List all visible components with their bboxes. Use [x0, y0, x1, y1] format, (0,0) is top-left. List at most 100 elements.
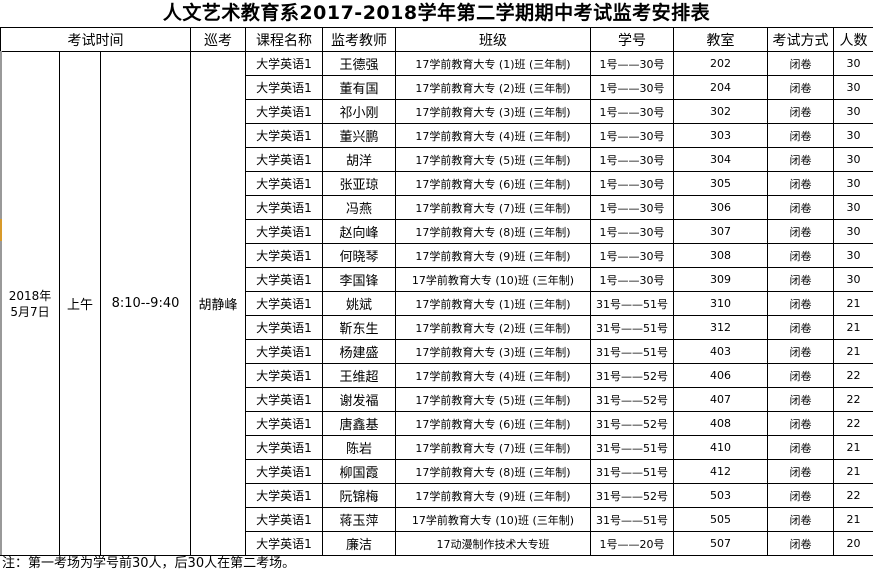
proctor-cell: 陈岩	[322, 435, 396, 460]
table-row: 大学英语1 柳国霞 17学前教育大专 (8)班 (三年制) 31号——51号 412 闭卷…	[1, 459, 873, 484]
header-student-no: 学号	[590, 27, 674, 52]
exam-mode-cell: 闭卷	[767, 411, 834, 436]
student-no-cell: 31号——51号	[590, 315, 674, 340]
count-cell: 30	[833, 243, 873, 268]
course-cell: 大学英语1	[245, 51, 323, 76]
table-row: 大学英语1 靳东生 17学前教育大专 (2)班 (三年制) 31号——51号 312 闭卷…	[1, 315, 873, 340]
class-cell: 17学前教育大专 (9)班 (三年制)	[395, 243, 591, 268]
count-cell: 30	[833, 267, 873, 292]
header-count: 人数	[833, 27, 873, 52]
room-cell: 505	[673, 507, 768, 532]
exam-mode-cell: 闭卷	[767, 435, 834, 460]
footnote: 注：第一考场为学号前30人，后30人在第二考场。	[2, 556, 296, 571]
count-cell: 22	[833, 483, 873, 508]
room-cell: 309	[673, 267, 768, 292]
table-row: 大学英语1 廉洁 17动漫制作技术大专班 1号——20号 507 闭卷 20	[1, 531, 873, 556]
class-cell: 17学前教育大专 (7)班 (三年制)	[395, 195, 591, 220]
session-cell: 上午	[59, 51, 101, 556]
student-no-cell: 31号——51号	[590, 291, 674, 316]
proctor-cell: 何晓琴	[322, 243, 396, 268]
proctor-cell: 李国锋	[322, 267, 396, 292]
table-row: 大学英语1 李国锋 17学前教育大专 (10)班 (三年制) 1号——30号 309 闭卷…	[1, 267, 873, 292]
class-cell: 17学前教育大专 (4)班 (三年制)	[395, 363, 591, 388]
proctor-cell: 姚斌	[322, 291, 396, 316]
exam-schedule-table: 考试时间 巡考 课程名称 监考教师 班级 学号 教室 考试方式 人数 2018年…	[0, 27, 873, 556]
student-no-cell: 31号——51号	[590, 507, 674, 532]
exam-mode-cell: 闭卷	[767, 51, 834, 76]
proctor-cell: 王维超	[322, 363, 396, 388]
room-cell: 305	[673, 171, 768, 196]
class-cell: 17学前教育大专 (3)班 (三年制)	[395, 339, 591, 364]
student-no-cell: 1号——30号	[590, 243, 674, 268]
table-row: 大学英语1 阮锦梅 17学前教育大专 (9)班 (三年制) 31号——52号 503 闭卷…	[1, 483, 873, 508]
room-cell: 406	[673, 363, 768, 388]
proctor-cell: 廉洁	[322, 531, 396, 556]
table-row: 大学英语1 赵向峰 17学前教育大专 (8)班 (三年制) 1号——30号 307 闭卷 3…	[1, 219, 873, 244]
exam-mode-cell: 闭卷	[767, 75, 834, 100]
exam-mode-cell: 闭卷	[767, 291, 834, 316]
room-cell: 304	[673, 147, 768, 172]
room-cell: 403	[673, 339, 768, 364]
table-row: 大学英语1 姚斌 17学前教育大专 (1)班 (三年制) 31号——51号 310 闭卷 2…	[1, 291, 873, 316]
class-cell: 17学前教育大专 (9)班 (三年制)	[395, 483, 591, 508]
proctor-cell: 董兴鹏	[322, 123, 396, 148]
table-row: 大学英语1 祁小刚 17学前教育大专 (3)班 (三年制) 1号——30号 302 闭卷 3…	[1, 99, 873, 124]
proctor-cell: 蒋玉萍	[322, 507, 396, 532]
exam-mode-cell: 闭卷	[767, 387, 834, 412]
proctor-cell: 董有国	[322, 75, 396, 100]
course-cell: 大学英语1	[245, 363, 323, 388]
count-cell: 21	[833, 507, 873, 532]
count-cell: 30	[833, 171, 873, 196]
student-no-cell: 1号——20号	[590, 531, 674, 556]
table-row: 大学英语1 冯燕 17学前教育大专 (7)班 (三年制) 1号——30号 306 闭卷 30	[1, 195, 873, 220]
table-row: 大学英语1 陈岩 17学前教育大专 (7)班 (三年制) 31号——51号 410 闭卷 2…	[1, 435, 873, 460]
class-cell: 17学前教育大专 (5)班 (三年制)	[395, 147, 591, 172]
proctor-cell: 唐鑫基	[322, 411, 396, 436]
room-cell: 503	[673, 483, 768, 508]
class-cell: 17学前教育大专 (10)班 (三年制)	[395, 267, 591, 292]
course-cell: 大学英语1	[245, 195, 323, 220]
exam-mode-cell: 闭卷	[767, 531, 834, 556]
class-cell: 17学前教育大专 (4)班 (三年制)	[395, 123, 591, 148]
course-cell: 大学英语1	[245, 339, 323, 364]
exam-mode-cell: 闭卷	[767, 363, 834, 388]
student-no-cell: 1号——30号	[590, 219, 674, 244]
exam-mode-cell: 闭卷	[767, 483, 834, 508]
time-cell: 8:10--9:40	[100, 51, 191, 556]
proctor-cell: 靳东生	[322, 315, 396, 340]
proctor-cell: 阮锦梅	[322, 483, 396, 508]
student-no-cell: 31号——52号	[590, 411, 674, 436]
class-cell: 17学前教育大专 (10)班 (三年制)	[395, 507, 591, 532]
header-class: 班级	[395, 27, 591, 52]
course-cell: 大学英语1	[245, 435, 323, 460]
count-cell: 22	[833, 387, 873, 412]
class-cell: 17学前教育大专 (6)班 (三年制)	[395, 411, 591, 436]
room-cell: 507	[673, 531, 768, 556]
header-row: 考试时间 巡考 课程名称 监考教师 班级 学号 教室 考试方式 人数	[0, 27, 873, 52]
course-cell: 大学英语1	[245, 219, 323, 244]
exam-mode-cell: 闭卷	[767, 315, 834, 340]
count-cell: 30	[833, 195, 873, 220]
room-cell: 302	[673, 99, 768, 124]
student-no-cell: 1号——30号	[590, 123, 674, 148]
student-no-cell: 31号——52号	[590, 387, 674, 412]
course-cell: 大学英语1	[245, 411, 323, 436]
table-row: 大学英语1 张亚琼 17学前教育大专 (6)班 (三年制) 1号——30号 305 闭卷 3…	[1, 171, 873, 196]
proctor-cell: 胡洋	[322, 147, 396, 172]
course-cell: 大学英语1	[245, 123, 323, 148]
course-cell: 大学英语1	[245, 531, 323, 556]
count-cell: 30	[833, 75, 873, 100]
header-room: 教室	[673, 27, 768, 52]
count-cell: 30	[833, 147, 873, 172]
course-cell: 大学英语1	[245, 291, 323, 316]
class-cell: 17学前教育大专 (2)班 (三年制)	[395, 75, 591, 100]
student-no-cell: 1号——30号	[590, 171, 674, 196]
student-no-cell: 1号——30号	[590, 147, 674, 172]
room-cell: 410	[673, 435, 768, 460]
exam-mode-cell: 闭卷	[767, 195, 834, 220]
header-exam-time: 考试时间	[0, 27, 191, 52]
class-cell: 17学前教育大专 (7)班 (三年制)	[395, 435, 591, 460]
class-cell: 17学前教育大专 (3)班 (三年制)	[395, 99, 591, 124]
room-cell: 307	[673, 219, 768, 244]
course-cell: 大学英语1	[245, 99, 323, 124]
